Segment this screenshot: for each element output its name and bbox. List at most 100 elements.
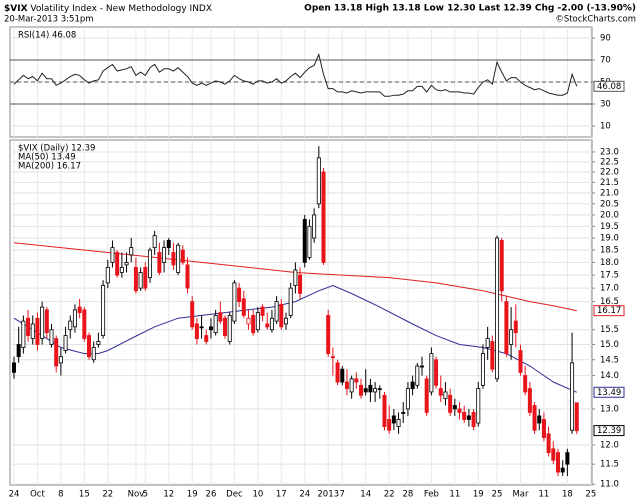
y-tick-label: 16.5	[600, 297, 619, 307]
y-tick-label: 14.5	[600, 355, 619, 365]
y-tick-label: 20.0	[600, 210, 619, 220]
x-tick-label: 14	[360, 490, 371, 500]
y-tick-label: 10	[600, 122, 611, 132]
candle-body	[480, 353, 485, 386]
candle-body	[448, 394, 453, 413]
x-tick-label: 28	[403, 490, 414, 500]
candle-body	[110, 247, 115, 263]
candle-body	[260, 306, 265, 316]
candle-body	[434, 359, 439, 386]
candle-body	[129, 247, 134, 256]
candle-body	[101, 285, 106, 336]
candle-body	[523, 375, 528, 393]
candle-body	[269, 317, 274, 331]
candle-body	[330, 356, 335, 359]
candle-body	[21, 320, 26, 348]
candle-body	[138, 272, 143, 289]
candle-body	[495, 237, 500, 380]
candle-body	[509, 329, 514, 345]
candle-body	[565, 452, 570, 465]
candle-body	[391, 415, 396, 424]
candle-body	[223, 317, 228, 336]
y-tick-label: 30	[600, 100, 611, 110]
candle-body	[26, 317, 31, 336]
candle-body	[570, 362, 575, 431]
candle-body	[551, 448, 556, 461]
y-tick-label: 70	[600, 56, 611, 66]
candle-body	[279, 303, 284, 328]
candle-body	[157, 252, 162, 273]
x-tick-label: Oct	[30, 490, 45, 500]
candle-body	[133, 267, 138, 292]
y-tick-label: 13.0	[600, 404, 619, 414]
y-tick-label: 12.0	[600, 440, 619, 450]
symbol: $VIX	[4, 4, 28, 14]
y-tick-label: 19.0	[600, 234, 619, 244]
candle-body	[40, 306, 45, 339]
x-tick-label: Nov	[128, 490, 145, 500]
candle-body	[162, 247, 167, 263]
rsi-line	[13, 52, 578, 97]
candle-body	[476, 388, 481, 424]
ma-legend: MA(50) 13.49	[18, 153, 76, 163]
candle-body	[373, 388, 378, 393]
x-tick-label: 8	[58, 490, 63, 500]
candle-body	[485, 338, 490, 348]
candle-body	[232, 282, 237, 322]
y-tick-label: 15.0	[600, 340, 619, 350]
x-tick-label: 12	[163, 490, 174, 500]
y-tick-label: 90	[600, 34, 611, 44]
candle-body	[44, 309, 49, 334]
candle-body	[537, 415, 542, 424]
candle-body	[410, 381, 415, 390]
y-tick-label: 17.5	[600, 271, 619, 281]
price-legend: $VIX (Daily) 12.39	[18, 144, 95, 154]
candle-body	[293, 269, 298, 286]
candle-body	[527, 388, 532, 413]
candle-body	[387, 419, 392, 431]
x-tick-label: 25	[585, 490, 596, 500]
candle-body	[405, 388, 410, 410]
price-marker-label: 13.49	[597, 388, 621, 398]
candle-body	[532, 405, 537, 431]
credit: ©StockCharts.com	[555, 15, 636, 25]
candle-body	[68, 320, 73, 331]
x-tick-label: 25	[492, 490, 503, 500]
candle-body	[457, 408, 462, 413]
candle-body	[119, 267, 124, 273]
candle-body	[194, 323, 199, 339]
candle-body	[419, 365, 424, 368]
candle-body	[199, 326, 204, 329]
candle-body	[401, 412, 406, 414]
price-marker	[593, 425, 625, 437]
candle-body	[462, 412, 467, 420]
candle-body	[574, 402, 579, 431]
x-tick-label: 7	[340, 490, 345, 500]
rsi-marker-label: 46.08	[597, 82, 621, 92]
candle-body	[541, 419, 546, 438]
exchange: INDX	[190, 4, 212, 14]
candle-body	[471, 412, 476, 428]
moving-average	[13, 284, 578, 393]
x-tick-label: 11	[449, 490, 460, 500]
candle-body	[288, 287, 293, 316]
candle-body	[560, 467, 565, 473]
y-tick-label: 14.0	[600, 371, 619, 381]
candle-body	[546, 433, 551, 453]
candle-body	[415, 365, 420, 386]
x-tick-label: 19	[473, 490, 484, 500]
candle-body	[255, 312, 260, 331]
candle-body	[283, 317, 288, 325]
x-tick-label: Feb	[424, 490, 439, 500]
candle-body	[490, 341, 495, 370]
candle-body	[302, 219, 307, 263]
candle-body	[363, 388, 368, 393]
candle-body	[555, 452, 560, 473]
x-tick-label: 22	[384, 490, 395, 500]
candle-body	[359, 384, 364, 396]
x-tick-label: 22	[102, 490, 113, 500]
y-tick-label: 21.5	[600, 178, 619, 188]
candle-body	[307, 225, 312, 258]
y-tick-label: 21.0	[600, 188, 619, 198]
x-tick-label: 10	[252, 490, 263, 500]
